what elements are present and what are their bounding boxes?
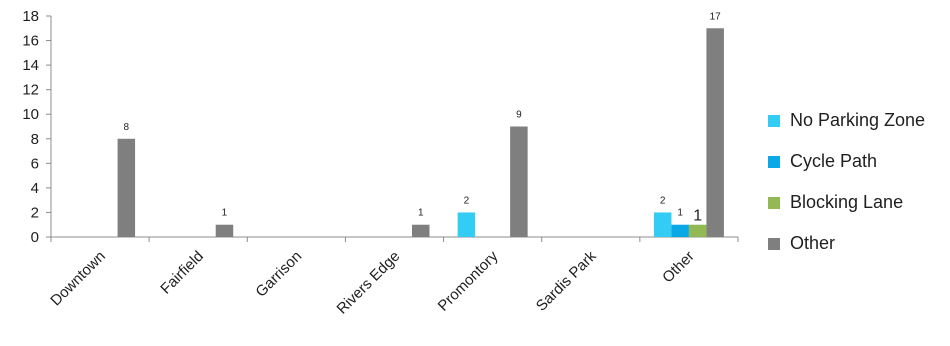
data-label: 1 [693,208,702,225]
data-label: 8 [124,122,130,133]
bar-other [412,224,430,237]
bar-no-parking-zone [653,212,672,237]
bar-other [510,126,528,237]
y-tick-label: 4 [31,180,39,197]
y-tick-label: 12 [22,82,39,99]
legend-swatch [768,155,780,168]
y-tick-label: 2 [31,204,39,221]
data-label: 1 [677,208,683,219]
data-label: 2 [660,195,666,206]
bar-blocking-lane [688,224,707,237]
x-tick-label: Other [659,248,698,287]
bar-cycle-path [671,224,689,237]
x-tick-label: Downtown [47,248,109,310]
data-label: 2 [464,195,470,206]
legend-swatch [768,237,780,250]
data-label: 9 [516,110,522,121]
bar-other [117,138,136,237]
legend-item: Cycle Path [768,141,950,182]
bar-series [117,28,724,238]
x-tick-label: Promontory [435,247,502,314]
legend-label: Cycle Path [790,151,878,171]
data-label: 17 [710,11,722,22]
legend-item: Blocking Lane [768,182,950,223]
x-tick-label: Sardis Park [533,247,600,314]
bar-other [706,28,724,238]
y-tick-label: 18 [22,8,39,25]
y-tick-label: 10 [22,106,39,123]
y-tick-label: 14 [22,57,39,74]
y-tick-label: 8 [31,131,39,148]
legend-swatch [768,196,780,209]
legend-item: Other [768,223,950,264]
legend-label: Blocking Lane [790,192,904,212]
x-axis: Downtown Fairfield Garrison Rivers Edge Prom… [47,236,739,318]
legend-item: No Parking Zone [768,100,950,141]
bar-no-parking-zone [457,212,476,237]
y-tick-label: 16 [22,33,39,50]
x-tick-label: Garrison [252,248,305,301]
y-axis: 0 2 4 6 8 10 12 14 16 18 [22,8,52,246]
y-tick-label: 6 [31,155,39,172]
legend-swatch [768,114,780,127]
bar-other [215,224,234,237]
y-tick-label: 0 [31,229,39,246]
data-label: 1 [222,208,228,219]
x-tick-label: Fairfield [157,248,207,298]
legend-label: Other [790,233,836,253]
data-label: 1 [418,208,424,219]
legend-label: No Parking Zone [790,110,926,130]
x-tick-label: Rivers Edge [334,248,404,318]
chart-legend: No Parking Zone Cycle Path Blocking Lane Ot… [768,100,950,264]
